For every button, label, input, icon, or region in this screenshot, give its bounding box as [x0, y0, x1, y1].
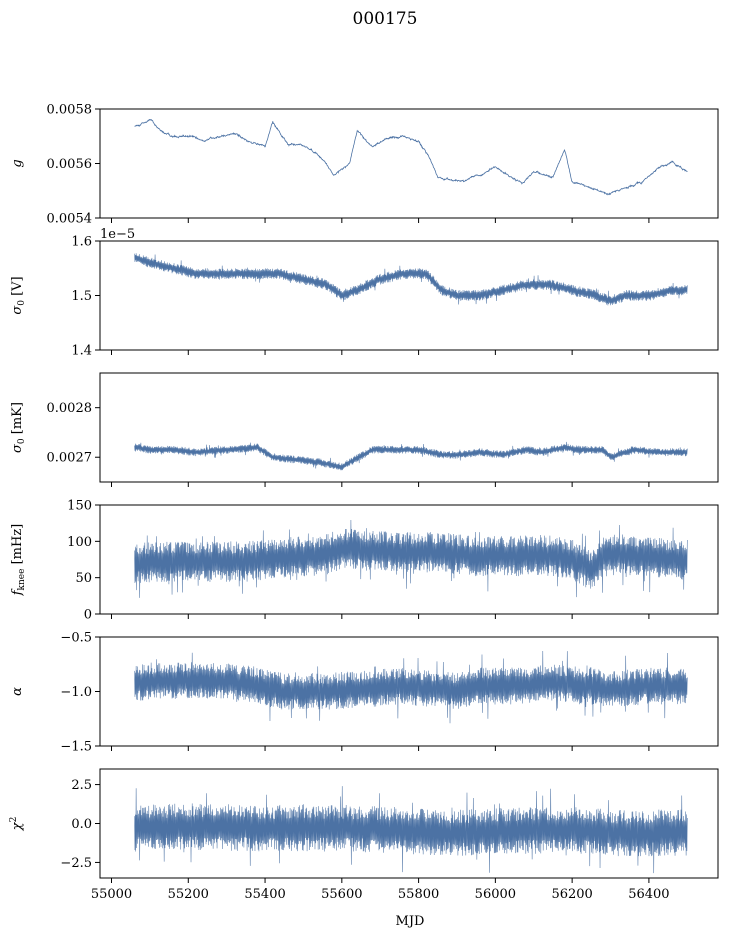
- axes-frame: [99, 108, 719, 219]
- series-line: [134, 118, 688, 196]
- series-line: [134, 253, 688, 306]
- y-tick-label: −2.5: [60, 856, 92, 871]
- series-line: [134, 651, 688, 724]
- chart-panel-5: −1.5 −1.0 −0.5 α: [10, 631, 719, 755]
- axes-frame: [99, 372, 719, 483]
- chart-panel-2: 1.4 1.5 1.6 1e−5 σ0 [V]: [10, 227, 719, 359]
- chart-panel-4: 0 50 100 150 fknee [mHz]: [10, 499, 719, 623]
- y-axis-label: χ2: [9, 817, 25, 832]
- y-offset-text: 1e−5: [100, 227, 135, 242]
- x-tick-label: 55800: [398, 887, 439, 902]
- y-axis-label: fknee [mHz]: [10, 524, 27, 597]
- series-line: [134, 441, 688, 471]
- y-tick-label: 2.5: [71, 778, 92, 793]
- y-axis-label: α: [10, 687, 25, 696]
- x-tick-label: 55600: [321, 887, 362, 902]
- x-tick-label: 56400: [628, 887, 669, 902]
- x-tick-label: 55000: [91, 887, 132, 902]
- x-tick-label: 55400: [244, 887, 285, 902]
- axes-frame: [99, 504, 719, 615]
- y-tick-label: 0: [84, 608, 92, 623]
- y-tick-label: 1.6: [71, 235, 92, 250]
- y-tick-label: −1.0: [60, 685, 92, 700]
- y-axis-label: σ0 [V]: [10, 276, 27, 314]
- x-axis-label: MJD: [396, 914, 425, 929]
- chart-panel-3: 0.0027 0.0028 σ0 [mK]: [10, 372, 719, 487]
- y-axis-label: σ0 [mK]: [10, 402, 27, 453]
- y-axis-label: g: [10, 159, 25, 167]
- y-tick-label: 0.0058: [47, 103, 93, 118]
- y-tick-label: 0.0054: [47, 212, 93, 227]
- y-tick-label: −1.5: [60, 740, 92, 755]
- y-tick-label: 0.0056: [47, 157, 93, 172]
- panels: 0.0054 0.0056 0.0058 g 1.4 1.5 1.6 1e−5 σ0 [V] 0.…: [9, 103, 719, 902]
- chart-panel-6: −2.5 0.0 2.5 55000 55200 55400 55600 55800 56000…: [9, 768, 719, 902]
- x-tick-label: 56200: [551, 887, 592, 902]
- y-tick-label: 0.0027: [47, 451, 93, 466]
- y-tick-label: 0.0: [71, 817, 92, 832]
- y-tick-label: −0.5: [60, 631, 92, 646]
- series-line: [134, 786, 688, 874]
- y-tick-label: 100: [67, 535, 92, 550]
- x-tick-label: 56000: [475, 887, 516, 902]
- chart-panel-1: 0.0054 0.0056 0.0058 g: [10, 103, 719, 227]
- y-tick-label: 150: [67, 499, 92, 514]
- y-tick-label: 0.0028: [47, 401, 93, 416]
- y-tick-label: 1.5: [71, 289, 92, 304]
- x-tick-label: 55200: [168, 887, 209, 902]
- series-line: [134, 519, 688, 598]
- figure-title: 000175: [353, 9, 418, 29]
- y-tick-label: 50: [75, 571, 92, 586]
- y-tick-label: 1.4: [71, 344, 92, 359]
